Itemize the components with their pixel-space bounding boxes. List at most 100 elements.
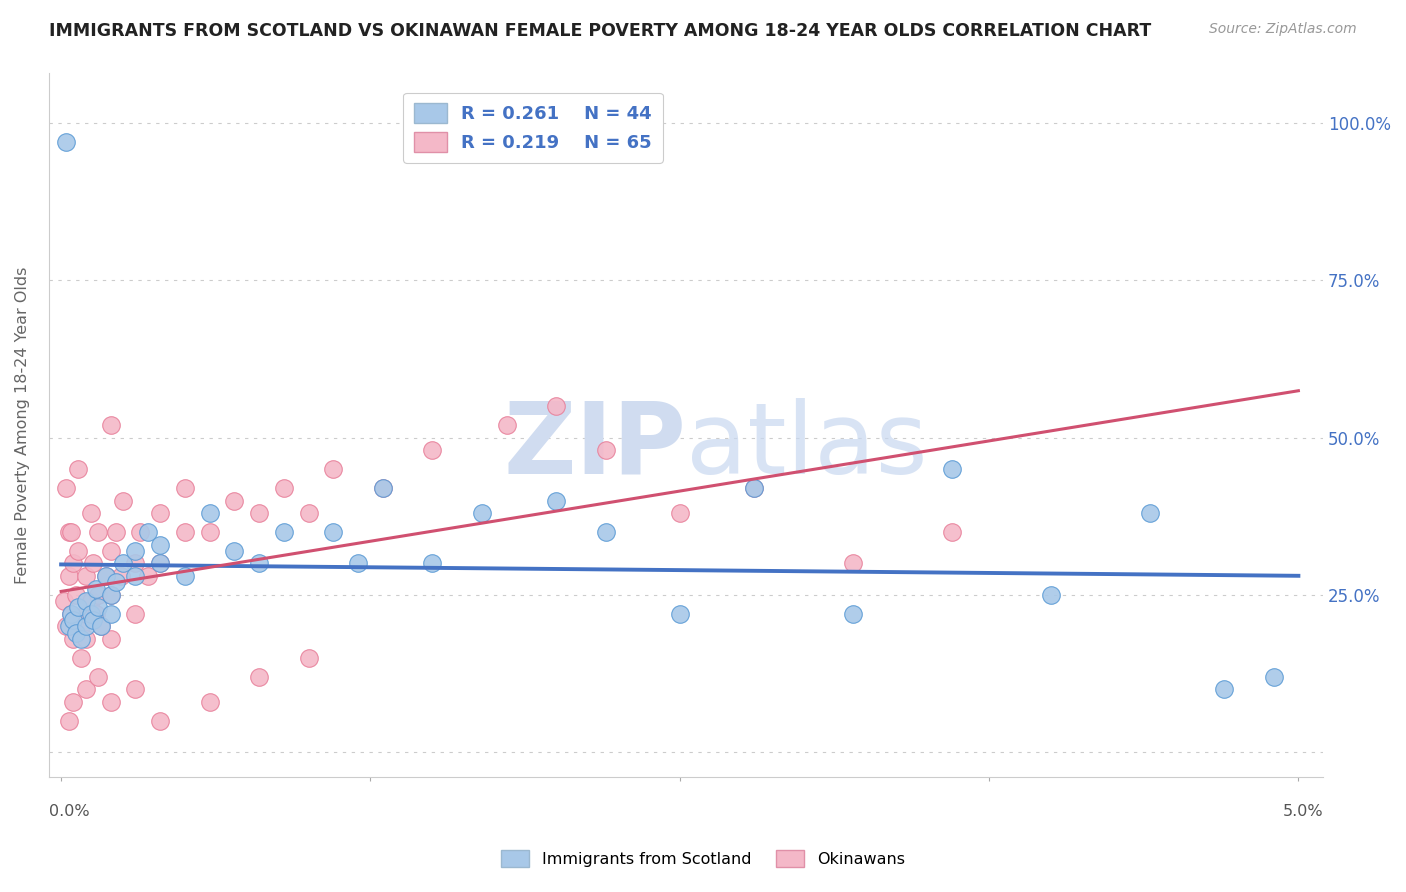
Point (90, 619, 112, 633)
Point (224, 543, 246, 558)
Legend: Immigrants from Scotland, Okinawans: Immigrants from Scotland, Okinawans (495, 844, 911, 873)
Point (100, 632, 122, 646)
Point (124, 682, 146, 697)
Point (124, 569, 146, 583)
Point (1139, 506, 1161, 520)
Point (58, 619, 80, 633)
Text: 5.0%: 5.0% (1282, 804, 1323, 819)
Point (58, 714, 80, 728)
Text: Source: ZipAtlas.com: Source: ZipAtlas.com (1209, 22, 1357, 37)
Point (149, 537, 172, 551)
Point (347, 557, 370, 571)
Point (129, 524, 152, 539)
Point (742, 481, 765, 495)
Point (82, 557, 104, 571)
Point (70, 619, 93, 633)
Text: IMMIGRANTS FROM SCOTLAND VS OKINAWAN FEMALE POVERTY AMONG 18-24 YEAR OLDS CORREL: IMMIGRANTS FROM SCOTLAND VS OKINAWAN FEM… (49, 22, 1152, 40)
Point (94, 569, 117, 583)
Point (297, 506, 319, 520)
Point (668, 607, 690, 621)
Point (842, 607, 865, 621)
Point (124, 557, 146, 571)
Point (941, 524, 963, 539)
Point (100, 588, 122, 602)
Point (75, 594, 97, 608)
Point (198, 506, 221, 520)
Point (75, 607, 97, 621)
Point (70, 650, 93, 665)
Point (198, 524, 221, 539)
Point (149, 506, 172, 520)
Point (84, 607, 107, 621)
Point (420, 443, 443, 458)
Point (941, 462, 963, 476)
Point (1213, 682, 1236, 697)
Point (75, 632, 97, 646)
Point (104, 524, 127, 539)
Point (149, 714, 172, 728)
Point (87, 524, 110, 539)
Point (371, 481, 394, 495)
Point (67, 543, 90, 558)
Point (495, 418, 517, 433)
Point (111, 493, 134, 508)
Point (136, 569, 159, 583)
Point (58, 569, 80, 583)
Point (65, 625, 87, 640)
Point (100, 418, 122, 433)
Point (371, 481, 394, 495)
Point (87, 669, 110, 683)
Point (100, 607, 122, 621)
Point (595, 524, 617, 539)
Point (322, 462, 344, 476)
Point (90, 619, 112, 633)
Point (67, 600, 90, 615)
Point (55, 619, 77, 633)
Point (471, 506, 494, 520)
Text: 0.0%: 0.0% (49, 804, 90, 819)
Point (742, 481, 765, 495)
Point (124, 607, 146, 621)
Text: atlas: atlas (686, 398, 928, 495)
Point (87, 588, 110, 602)
Point (84, 582, 107, 596)
Point (62, 557, 84, 571)
Point (55, 481, 77, 495)
Point (1263, 669, 1285, 683)
Point (668, 506, 690, 520)
Point (149, 557, 172, 571)
Point (544, 399, 567, 413)
Point (60, 607, 83, 621)
Point (55, 135, 77, 149)
Point (224, 493, 246, 508)
Point (198, 695, 221, 709)
Point (80, 607, 103, 621)
Point (273, 481, 295, 495)
Point (595, 443, 617, 458)
Point (149, 557, 172, 571)
Point (75, 619, 97, 633)
Point (52, 594, 75, 608)
Point (297, 650, 319, 665)
Point (100, 695, 122, 709)
Point (136, 524, 159, 539)
Point (104, 575, 127, 590)
Legend: R = 0.261    N = 44, R = 0.219    N = 65: R = 0.261 N = 44, R = 0.219 N = 65 (404, 93, 662, 163)
Point (247, 557, 270, 571)
Point (94, 569, 117, 583)
Point (80, 506, 103, 520)
Point (544, 493, 567, 508)
Point (247, 506, 270, 520)
Point (110, 569, 132, 583)
Point (62, 613, 84, 627)
Point (273, 524, 295, 539)
Point (1039, 588, 1062, 602)
Point (60, 607, 83, 621)
Point (75, 569, 97, 583)
Point (62, 695, 84, 709)
Point (100, 543, 122, 558)
Point (420, 557, 443, 571)
Point (100, 588, 122, 602)
Point (87, 600, 110, 615)
Point (82, 613, 104, 627)
